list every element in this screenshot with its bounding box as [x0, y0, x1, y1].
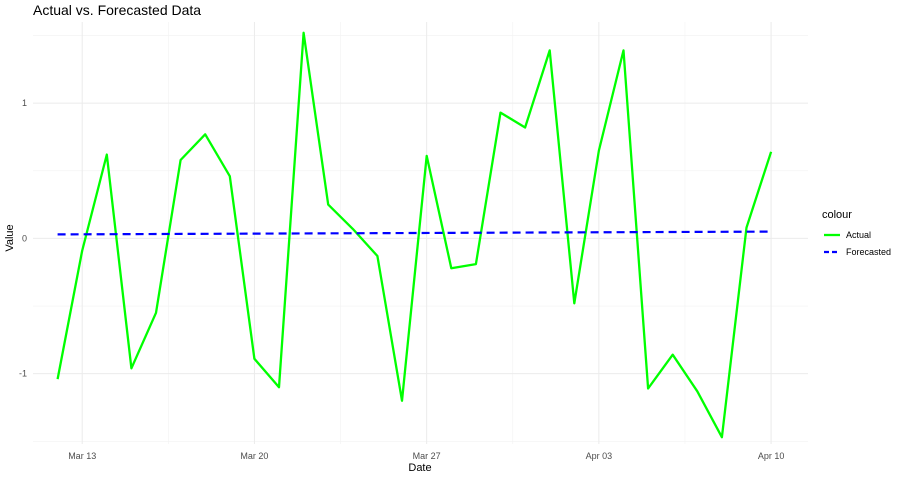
x-tick-label: Apr 10	[758, 451, 785, 461]
series-line-actual	[56, 31, 773, 439]
y-axis-ticks: -1 0 1	[19, 98, 27, 379]
grid-layer	[33, 22, 808, 444]
series-line-forecasted	[57, 230, 772, 236]
chart-title: Actual vs. Forecasted Data	[33, 2, 201, 18]
legend: colour Actual Forecasted	[822, 209, 891, 257]
y-tick-label: 0	[22, 233, 27, 243]
y-tick-label: 1	[22, 98, 27, 108]
x-tick-label: Apr 03	[586, 451, 613, 461]
y-axis-title: Value	[4, 224, 16, 251]
legend-label-forecasted: Forecasted	[846, 247, 891, 257]
series-layer	[56, 31, 773, 439]
x-tick-label: Mar 13	[68, 451, 96, 461]
x-tick-label: Mar 27	[413, 451, 441, 461]
legend-label-actual: Actual	[846, 230, 871, 240]
legend-title: colour	[822, 209, 852, 221]
y-tick-label: -1	[19, 369, 27, 379]
x-axis-ticks: Mar 13 Mar 20 Mar 27 Apr 03 Apr 10	[68, 451, 784, 461]
x-axis-title: Date	[408, 462, 431, 474]
x-tick-label: Mar 20	[240, 451, 268, 461]
